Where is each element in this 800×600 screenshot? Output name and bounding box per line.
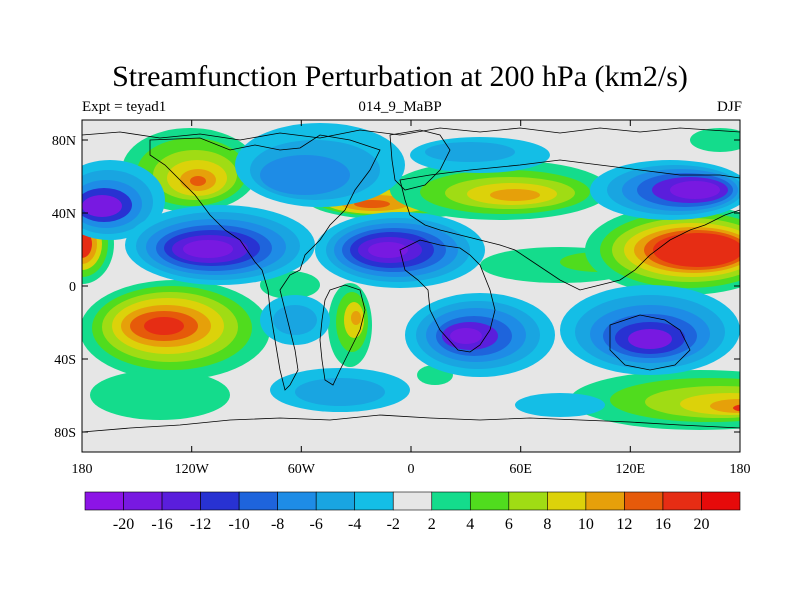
colorbar-swatch xyxy=(123,491,163,511)
positive-center-s-pacific xyxy=(82,280,270,380)
coast-eurasia xyxy=(399,159,740,291)
positive-center-eurasia xyxy=(390,160,610,220)
colorbar-label: -20 xyxy=(113,516,134,533)
coast-north-america xyxy=(149,134,381,391)
colorbar-label: -2 xyxy=(387,516,400,533)
lon-label: 120W xyxy=(175,462,210,477)
coast-australia xyxy=(609,314,691,371)
colorbar-swatch xyxy=(431,491,471,511)
colorbar: -20 -16 -12 -10 -8 -6 -4 -2 2 4 6 8 10 12 16 20 xyxy=(84,491,741,533)
negative-center-e-pacific-s xyxy=(260,295,330,345)
lat-label: 0 xyxy=(69,280,76,295)
colorbar-swatch xyxy=(354,491,394,511)
colorbar-label: -8 xyxy=(271,516,284,533)
coastlines xyxy=(82,127,740,433)
colorbar-label: -6 xyxy=(310,516,323,533)
colorbar-label: 20 xyxy=(693,516,709,533)
lon-label: 180 xyxy=(72,462,93,477)
colorbar-label: 2 xyxy=(428,516,436,533)
colorbar-label: -4 xyxy=(348,516,361,533)
positive-center-s-indian xyxy=(570,370,740,430)
lon-label: 60W xyxy=(288,462,316,477)
colorbar-label: 4 xyxy=(466,516,474,533)
negative-center-s-africa xyxy=(405,293,555,377)
colorbar-swatch xyxy=(547,491,587,511)
colorbar-swatch xyxy=(238,491,278,511)
positive-band-s-midlat xyxy=(90,271,320,420)
negative-center-n-pacific xyxy=(125,205,315,285)
coast-antarctica xyxy=(82,414,740,433)
longitude-axis: 180 120W 60W 0 60E 120E 180 xyxy=(72,120,751,477)
positive-center-s-america xyxy=(328,283,372,367)
colorbar-label: 10 xyxy=(578,516,594,533)
colorbar-label: 6 xyxy=(505,516,513,533)
colorbar-label: -12 xyxy=(190,516,211,533)
positive-center-ne-corner xyxy=(690,128,740,152)
negative-center-nw-corner xyxy=(82,160,165,240)
colorbar-swatch xyxy=(662,491,702,511)
coast-africa xyxy=(399,239,496,353)
colorbar-label: 12 xyxy=(616,516,632,533)
colorbar-swatch xyxy=(84,491,124,511)
colorbar-swatch xyxy=(200,491,240,511)
case-label: 014_9_MaBP xyxy=(358,99,442,115)
lat-label: 80S xyxy=(54,426,76,441)
colorbar-swatch xyxy=(508,491,548,511)
lon-label: 180 xyxy=(730,462,751,477)
colorbar-label: -10 xyxy=(228,516,249,533)
lat-label: 40S xyxy=(54,353,76,368)
lon-label: 0 xyxy=(408,462,415,477)
colorbar-swatch xyxy=(469,491,510,511)
negative-center-s-indian-australia xyxy=(560,285,740,375)
negative-center-siberia xyxy=(590,160,740,220)
map-title: Streamfunction Perturbation at 200 hPa (… xyxy=(112,60,688,93)
coast-south-america xyxy=(319,284,366,386)
colorbar-swatch xyxy=(315,491,356,511)
negative-center-arctic xyxy=(410,137,550,173)
positive-center-nw-pacific xyxy=(122,128,258,212)
coast-greenland xyxy=(389,129,451,191)
experiment-label: Expt = teyad1 xyxy=(82,99,167,115)
lon-label: 120E xyxy=(616,462,646,477)
colorbar-label: 8 xyxy=(543,516,551,533)
lat-label: 80N xyxy=(52,134,76,149)
colorbar-label: -16 xyxy=(151,516,172,533)
coast-arctic-north xyxy=(82,127,740,141)
latitude-axis: 80N 40N 0 40S 80S xyxy=(52,134,740,441)
colorbar-swatch xyxy=(585,491,625,511)
negative-center-s-ocean-w xyxy=(270,368,410,412)
lon-label: 60E xyxy=(509,462,532,477)
colorbar-swatch xyxy=(624,491,664,511)
colorbar-swatch xyxy=(161,491,201,511)
lat-label: 40N xyxy=(52,207,76,222)
colorbar-swatch xyxy=(392,491,433,511)
colorbar-swatch xyxy=(701,491,741,511)
map-plot-area xyxy=(82,120,740,452)
colorbar-swatch xyxy=(277,491,317,511)
negative-center-s-polar xyxy=(515,393,605,417)
positive-center-w-pacific-east xyxy=(585,205,740,295)
colorbar-label: 16 xyxy=(655,516,671,533)
negative-center-n-america xyxy=(235,123,405,207)
season-label: DJF xyxy=(716,99,742,115)
